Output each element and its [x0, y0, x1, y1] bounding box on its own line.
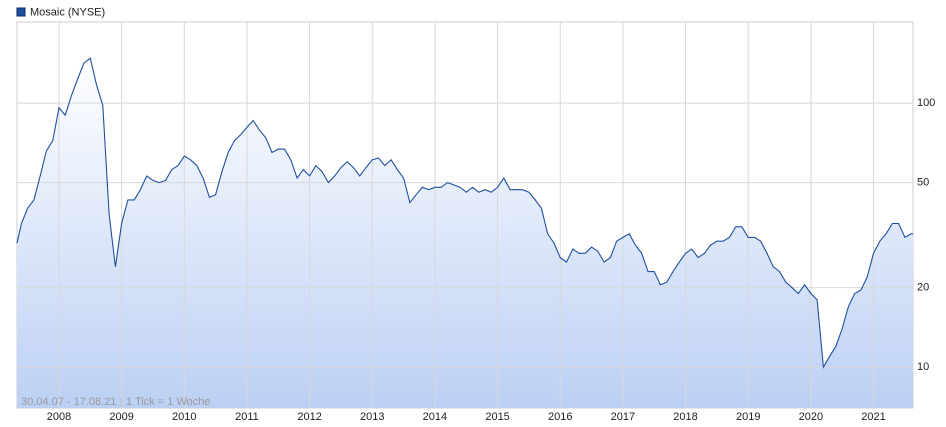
- y-tick-label: 100: [917, 97, 935, 109]
- x-tick-label: 2008: [47, 411, 71, 423]
- x-tick-label: 2013: [360, 411, 384, 423]
- x-tick-label: 2019: [736, 411, 760, 423]
- y-tick-label: 20: [917, 282, 929, 294]
- x-tick-label: 2016: [548, 411, 572, 423]
- price-line: [16, 57, 913, 369]
- legend-label[interactable]: Mosaic (NYSE): [30, 6, 105, 18]
- x-tick-label: 2020: [799, 411, 823, 423]
- x-tick-label: 2011: [235, 411, 259, 423]
- x-tick-label: 2010: [172, 411, 196, 423]
- x-tick-label: 2018: [673, 411, 697, 423]
- y-tick-label: 10: [917, 361, 929, 373]
- footnote: 1 Tick = 1 Woche: [126, 396, 210, 408]
- legend-swatch: [16, 7, 26, 17]
- x-tick-label: 2021: [861, 411, 885, 423]
- y-tick-label: 50: [917, 177, 929, 189]
- footnote: 30.04.07 - 17.08.21: [21, 396, 116, 408]
- x-tick-label: 2014: [423, 411, 447, 423]
- x-tick-label: 2009: [109, 411, 133, 423]
- x-tick-label: 2012: [297, 411, 321, 423]
- x-tick-label: 2015: [485, 411, 509, 423]
- area-fill: [17, 58, 913, 408]
- x-tick-label: 2017: [611, 411, 635, 423]
